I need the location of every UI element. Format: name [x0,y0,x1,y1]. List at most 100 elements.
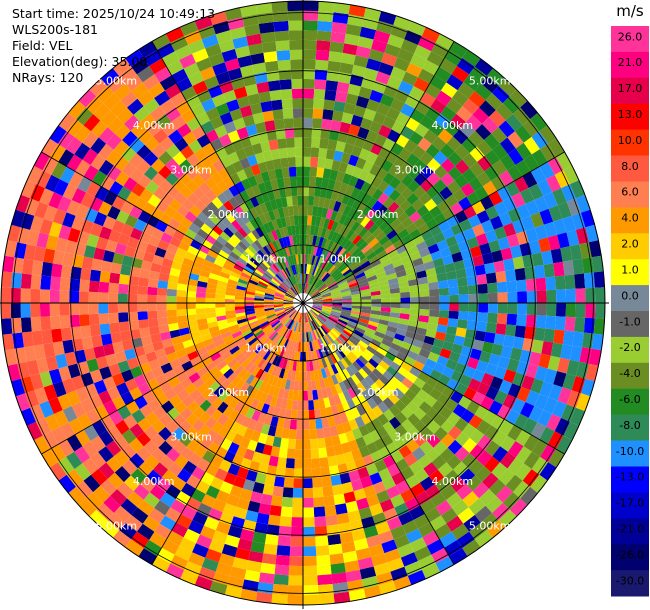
velocity-gate [572,258,584,275]
velocity-gate [455,159,470,175]
velocity-gate [312,304,323,307]
velocity-gate [298,283,302,294]
velocity-gate [281,496,293,508]
velocity-gate [185,303,196,310]
velocity-gate [486,68,506,86]
velocity-gate [260,171,271,183]
velocity-gate [467,284,479,295]
velocity-gate [285,137,295,148]
velocity-gate [98,159,114,176]
velocity-gate [535,277,547,291]
velocity-gate [369,282,380,289]
colorbar-tick-label: -6.0 [619,393,640,406]
velocity-gate [281,428,290,439]
velocity-gate [267,169,277,181]
velocity-gate [497,404,512,420]
velocity-gate [409,383,422,395]
velocity-gate [218,553,235,567]
velocity-gate [136,159,151,175]
velocity-gate [407,426,421,440]
velocity-gate [438,373,451,386]
azimuth-line [151,302,304,565]
velocity-gate [333,414,343,426]
velocity-gate [275,356,282,367]
velocity-gate [237,321,249,328]
velocity-gate [59,315,71,329]
velocity-gate [376,204,388,216]
velocity-gate [303,244,307,255]
velocity-gate [437,128,453,144]
velocity-gate [376,102,391,116]
velocity-gate [212,530,228,544]
velocity-gate [424,507,441,523]
velocity-gate [200,223,212,235]
velocity-gate [477,434,493,451]
velocity-gate [388,164,401,177]
velocity-gate [330,329,340,338]
velocity-gate [442,340,454,352]
velocity-gate [315,379,322,390]
velocity-gate [286,291,295,298]
velocity-gate [152,254,164,266]
velocity-gate [184,228,197,240]
velocity-gate [80,325,92,339]
velocity-gate [337,261,347,271]
velocity-gate [347,83,361,96]
velocity-gate [585,287,596,303]
velocity-gate [264,292,275,297]
velocity-gate [446,492,463,508]
velocity-gate [234,244,245,254]
velocity-gate [371,303,382,308]
velocity-gate [258,91,271,103]
velocity-gate [350,313,361,319]
velocity-gate [255,2,273,15]
velocity-gate [366,494,380,507]
velocity-gate [286,448,296,459]
velocity-gate [143,425,159,440]
velocity-gate [338,224,347,236]
velocity-gate [271,230,279,241]
velocity-gate [165,106,181,122]
velocity-gate [263,233,272,244]
velocity-gate [181,505,197,520]
velocity-gate [272,386,281,398]
velocity-gate [313,196,320,207]
velocity-gate [406,400,419,414]
velocity-gate [43,384,58,401]
colorbar-tick-label: -13.0 [616,471,644,484]
velocity-gate [186,314,197,322]
velocity-gate [197,280,208,288]
velocity-gate [337,318,348,326]
velocity-gate [17,361,31,379]
velocity-gate [225,164,237,177]
velocity-gate [270,179,279,190]
velocity-gate [329,169,339,181]
velocity-gate [462,539,481,557]
velocity-gate [306,361,311,372]
velocity-gate [531,456,549,475]
velocity-gate [335,350,344,361]
velocity-gate [229,251,240,261]
velocity-gate [41,138,58,157]
velocity-gate [570,180,585,199]
velocity-gate [289,176,297,187]
velocity-gate [285,329,291,339]
colorbar-swatch [611,492,649,519]
velocity-gate [172,178,186,193]
velocity-gate [507,165,523,182]
velocity-gate [14,242,27,259]
velocity-gate [345,163,356,176]
velocity-gate [247,337,258,346]
velocity-gate [360,288,371,294]
velocity-gate [482,180,498,196]
velocity-gate [370,259,382,268]
velocity-gate [344,33,360,46]
velocity-gate [50,315,61,330]
velocity-gate [421,382,434,395]
velocity-gate [410,482,426,498]
velocity-gate [23,345,37,362]
velocity-gate [255,226,264,238]
velocity-gate [468,177,483,192]
velocity-gate [102,215,116,230]
velocity-gate [469,522,487,540]
